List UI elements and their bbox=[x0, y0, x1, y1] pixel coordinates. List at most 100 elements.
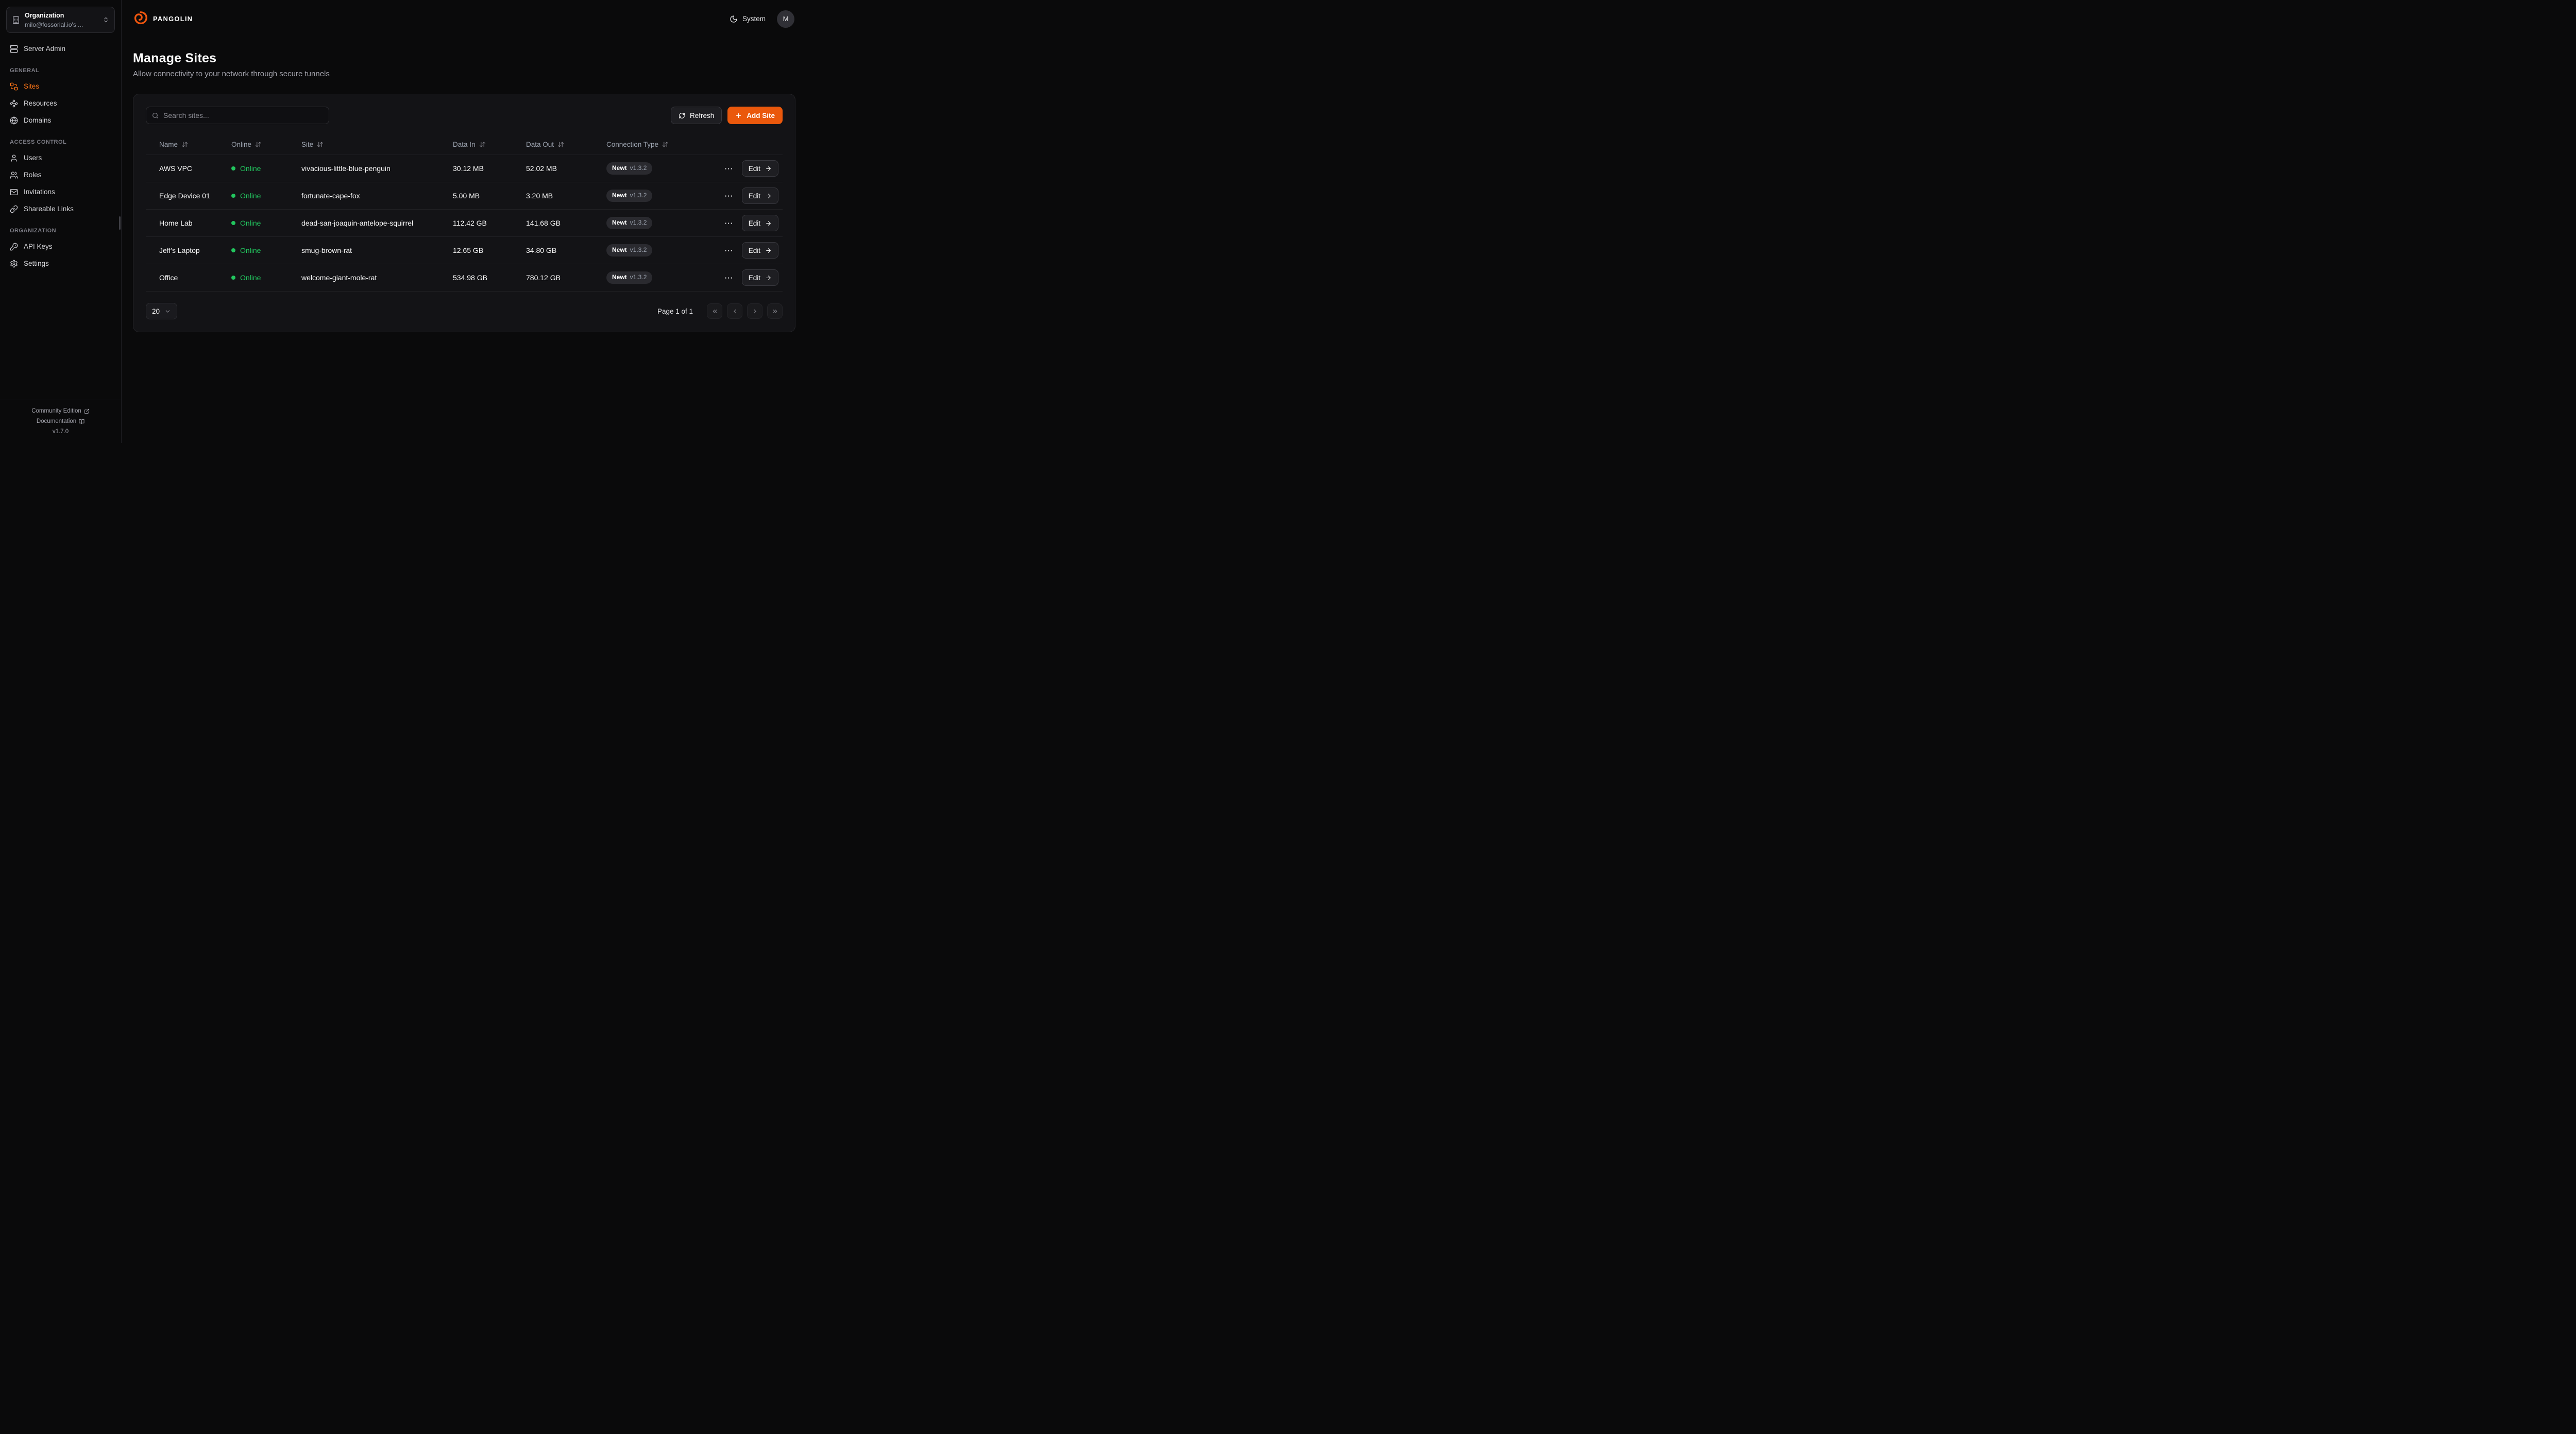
online-status: Online bbox=[231, 164, 301, 173]
online-label: Online bbox=[240, 274, 261, 282]
chevrons-up-down-icon bbox=[103, 16, 109, 23]
page-subtitle: Allow connectivity to your network throu… bbox=[133, 70, 330, 78]
sites-table: Name Online Site Data In bbox=[146, 134, 783, 292]
arrow-right-icon bbox=[765, 165, 772, 172]
next-page-button[interactable] bbox=[747, 303, 762, 319]
table-row: Home Lab Online dead-san-joaquin-antelop… bbox=[146, 210, 783, 237]
connection-version: v1.3.2 bbox=[630, 274, 647, 281]
sidebar-item-roles[interactable]: Roles bbox=[6, 166, 115, 183]
edit-button[interactable]: Edit bbox=[741, 187, 778, 204]
documentation-link[interactable]: Documentation bbox=[0, 416, 121, 426]
brand[interactable]: PANGOLIN bbox=[133, 10, 193, 27]
org-switcher[interactable]: Organization milo@fossorial.io's ... bbox=[6, 7, 115, 33]
add-site-button[interactable]: Add Site bbox=[727, 107, 783, 124]
connection-type-badge: Newt v1.3.2 bbox=[606, 217, 653, 229]
last-page-button[interactable] bbox=[767, 303, 783, 319]
sidebar-item-label: Sites bbox=[24, 82, 40, 91]
mail-icon bbox=[10, 188, 18, 196]
sidebar-item-label: Users bbox=[24, 154, 42, 162]
sidebar-item-api-keys[interactable]: API Keys bbox=[6, 238, 115, 255]
first-page-button[interactable] bbox=[707, 303, 722, 319]
sidebar-item-domains[interactable]: Domains bbox=[6, 112, 115, 129]
column-header-online[interactable]: Online bbox=[231, 141, 301, 148]
column-header-name[interactable]: Name bbox=[159, 141, 231, 148]
connection-version: v1.3.2 bbox=[630, 192, 647, 199]
connection-type-badge: Newt v1.3.2 bbox=[606, 271, 653, 284]
online-status: Online bbox=[231, 192, 301, 200]
sidebar-item-server-admin[interactable]: Server Admin bbox=[6, 40, 115, 57]
sidebar-item-label: Resources bbox=[24, 99, 57, 108]
table-toolbar: Refresh Add Site bbox=[146, 107, 783, 124]
sidebar: Organization milo@fossorial.io's ... Ser… bbox=[0, 0, 122, 443]
theme-toggle[interactable]: System bbox=[730, 15, 766, 23]
sidebar-item-label: Domains bbox=[24, 116, 52, 125]
data-out-value: 141.68 GB bbox=[526, 219, 561, 227]
sidebar-item-label: Shareable Links bbox=[24, 205, 74, 213]
sidebar-item-shareable-links[interactable]: Shareable Links bbox=[6, 200, 115, 217]
sidebar-item-label: Settings bbox=[24, 260, 49, 268]
column-header-site[interactable]: Site bbox=[301, 141, 453, 148]
site-slug: dead-san-joaquin-antelope-squirrel bbox=[301, 219, 414, 227]
page-info: Page 1 of 1 bbox=[657, 307, 693, 315]
sidebar-item-invitations[interactable]: Invitations bbox=[6, 183, 115, 200]
row-menu-button[interactable]: ⋯ bbox=[723, 271, 734, 284]
connection-version: v1.3.2 bbox=[630, 164, 647, 172]
data-out-value: 3.20 MB bbox=[526, 192, 553, 200]
org-switcher-value: milo@fossorial.io's ... bbox=[25, 21, 83, 28]
site-slug: fortunate-cape-fox bbox=[301, 192, 360, 200]
column-header-data-out[interactable]: Data Out bbox=[526, 141, 606, 148]
section-title-general: GENERAL bbox=[10, 67, 40, 74]
sort-icon bbox=[479, 141, 486, 148]
edit-button[interactable]: Edit bbox=[741, 215, 778, 231]
plus-icon bbox=[735, 112, 742, 119]
arrow-right-icon bbox=[765, 275, 772, 281]
sidebar-item-sites[interactable]: Sites bbox=[6, 78, 115, 95]
site-name: Edge Device 01 bbox=[159, 192, 210, 200]
community-edition-link[interactable]: Community Edition bbox=[0, 406, 121, 416]
column-header-connection-type[interactable]: Connection Type bbox=[606, 141, 730, 148]
site-name: Office bbox=[159, 274, 178, 282]
online-dot-icon bbox=[231, 248, 235, 252]
table-row: Edge Device 01 Online fortunate-cape-fox… bbox=[146, 182, 783, 210]
edit-button[interactable]: Edit bbox=[741, 160, 778, 177]
sidebar-item-users[interactable]: Users bbox=[6, 149, 115, 166]
book-icon bbox=[79, 419, 84, 424]
site-slug: smug-brown-rat bbox=[301, 246, 352, 254]
row-menu-button[interactable]: ⋯ bbox=[723, 190, 734, 202]
connection-type-badge: Newt v1.3.2 bbox=[606, 244, 653, 257]
brand-name: PANGOLIN bbox=[153, 15, 193, 23]
row-menu-button[interactable]: ⋯ bbox=[723, 162, 734, 175]
table-row: AWS VPC Online vivacious-little-blue-pen… bbox=[146, 155, 783, 182]
sidebar-nav: Server Admin GENERAL Sites Resources Dom… bbox=[0, 35, 121, 400]
user-avatar[interactable]: M bbox=[777, 10, 794, 28]
sort-icon bbox=[181, 141, 188, 148]
column-header-data-in[interactable]: Data In bbox=[453, 141, 526, 148]
refresh-icon bbox=[679, 112, 685, 119]
chevron-left-icon bbox=[733, 309, 736, 313]
page-content: Manage Sites Allow connectivity to your … bbox=[122, 38, 808, 332]
edit-button[interactable]: Edit bbox=[741, 269, 778, 286]
arrow-right-icon bbox=[765, 220, 772, 227]
page-size-select[interactable]: 20 bbox=[146, 303, 178, 319]
online-status: Online bbox=[231, 219, 301, 227]
row-menu-button[interactable]: ⋯ bbox=[723, 244, 734, 257]
data-out-value: 34.80 GB bbox=[526, 246, 557, 254]
page-title: Manage Sites bbox=[133, 51, 217, 65]
sidebar-scrollbar[interactable] bbox=[119, 216, 121, 230]
search-input[interactable] bbox=[163, 111, 323, 120]
refresh-button[interactable]: Refresh bbox=[670, 107, 722, 124]
row-menu-button[interactable]: ⋯ bbox=[723, 217, 734, 230]
edit-button[interactable]: Edit bbox=[741, 242, 778, 259]
sidebar-item-resources[interactable]: Resources bbox=[6, 95, 115, 112]
connection-name: Newt bbox=[612, 219, 627, 227]
site-slug: welcome-giant-mole-rat bbox=[301, 274, 377, 282]
key-icon bbox=[10, 243, 18, 251]
prev-page-button[interactable] bbox=[727, 303, 742, 319]
connection-type-badge: Newt v1.3.2 bbox=[606, 190, 653, 202]
topbar: PANGOLIN System M bbox=[122, 0, 808, 38]
theme-label: System bbox=[742, 15, 766, 23]
sidebar-item-label: API Keys bbox=[24, 243, 53, 251]
connection-type-badge: Newt v1.3.2 bbox=[606, 162, 653, 175]
moon-icon bbox=[730, 15, 738, 23]
sidebar-item-settings[interactable]: Settings bbox=[6, 255, 115, 272]
